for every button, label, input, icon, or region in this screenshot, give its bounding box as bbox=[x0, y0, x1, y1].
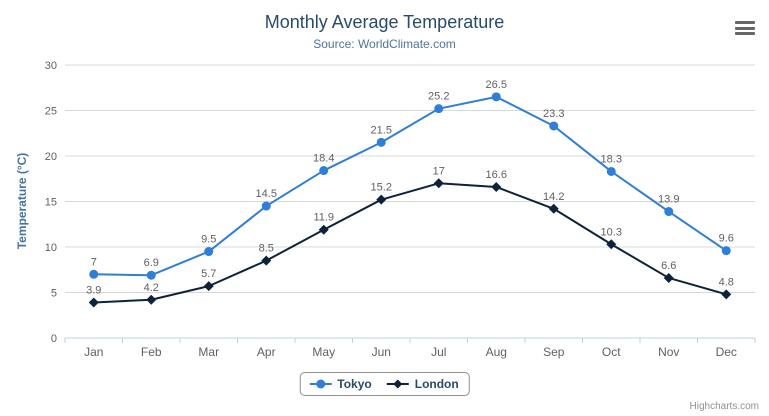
xaxis-tick-label: Feb bbox=[141, 345, 162, 359]
yaxis-tick-label: 0 bbox=[51, 333, 57, 345]
london-line bbox=[92, 182, 728, 304]
hamburger-menu-icon[interactable] bbox=[735, 21, 755, 35]
tokyo-marker[interactable] bbox=[204, 247, 214, 257]
tokyo-marker[interactable] bbox=[549, 121, 559, 131]
xaxis-tick-label: May bbox=[312, 345, 335, 359]
london-marker[interactable] bbox=[146, 294, 157, 305]
data-label: 10.3 bbox=[601, 226, 622, 238]
tokyo-marker[interactable] bbox=[89, 269, 99, 279]
yaxis-tick-label: 20 bbox=[45, 151, 57, 163]
legend: Tokyo London bbox=[299, 372, 470, 396]
tokyo-line bbox=[92, 95, 728, 277]
data-label: 6.6 bbox=[661, 260, 676, 272]
xaxis-tick-label: Jan bbox=[84, 345, 103, 359]
tokyo-marker[interactable] bbox=[319, 166, 329, 176]
london-marker[interactable] bbox=[433, 178, 444, 189]
data-label: 15.2 bbox=[371, 182, 392, 194]
data-label: 6.9 bbox=[144, 257, 159, 269]
data-label: 11.9 bbox=[313, 212, 334, 224]
tokyo-marker[interactable] bbox=[434, 104, 444, 114]
tokyo-legend-marker-icon bbox=[309, 379, 332, 389]
tokyo-marker[interactable] bbox=[261, 201, 271, 211]
credits-link[interactable]: Highcharts.com bbox=[689, 401, 759, 412]
data-label: 18.3 bbox=[601, 153, 622, 165]
london-marker[interactable] bbox=[376, 194, 387, 205]
data-label: 21.5 bbox=[371, 124, 392, 136]
yaxis-tick-label: 10 bbox=[45, 242, 57, 254]
london-marker[interactable] bbox=[663, 272, 674, 283]
xaxis-tick-label: Aug bbox=[486, 345, 507, 359]
tokyo-marker[interactable] bbox=[491, 92, 501, 102]
xaxis-tick-label: Oct bbox=[602, 345, 621, 359]
london-marker[interactable] bbox=[606, 239, 617, 250]
london-marker[interactable] bbox=[261, 255, 272, 266]
data-label: 3.9 bbox=[86, 285, 101, 297]
tokyo-marker[interactable] bbox=[376, 137, 386, 147]
data-label: 4.2 bbox=[144, 282, 159, 294]
chart-subtitle: Source: WorldClimate.com bbox=[313, 37, 456, 51]
legend-marker-shape bbox=[393, 379, 403, 389]
data-label: 4.8 bbox=[719, 276, 734, 288]
tokyo-marker[interactable] bbox=[606, 166, 616, 176]
legend-item-london[interactable]: London bbox=[386, 377, 459, 391]
london-marker[interactable] bbox=[721, 289, 732, 300]
data-label: 18.4 bbox=[313, 153, 334, 165]
london-marker[interactable] bbox=[491, 181, 502, 192]
data-label: 14.2 bbox=[543, 191, 564, 203]
yaxis-tick-label: 30 bbox=[45, 60, 57, 72]
data-label: 25.2 bbox=[428, 91, 449, 103]
data-label: 5.7 bbox=[201, 268, 216, 280]
xaxis-tick-label: Jun bbox=[372, 345, 391, 359]
london-marker[interactable] bbox=[548, 203, 559, 214]
yaxis-tick-label: 25 bbox=[45, 106, 57, 118]
yaxis-tick-label: 5 bbox=[51, 288, 57, 300]
chart-title: Monthly Average Temperature bbox=[264, 12, 505, 32]
data-label: 16.6 bbox=[486, 169, 507, 181]
xaxis-tick-label: Mar bbox=[198, 345, 219, 359]
london-marker[interactable] bbox=[203, 281, 214, 292]
data-label: 26.5 bbox=[486, 79, 507, 91]
tokyo-marker[interactable] bbox=[721, 246, 731, 256]
xaxis-tick-label: Dec bbox=[716, 345, 737, 359]
legend-item-tokyo[interactable]: Tokyo bbox=[308, 377, 372, 391]
xaxis-tick-label: Nov bbox=[658, 345, 679, 359]
data-label: 23.3 bbox=[543, 108, 564, 120]
data-label: 17 bbox=[433, 165, 445, 177]
xaxis-tick-label: Sep bbox=[543, 345, 565, 359]
london-marker[interactable] bbox=[318, 224, 329, 235]
xaxis-tick-label: Jul bbox=[431, 345, 446, 359]
legend-marker-shape bbox=[315, 379, 325, 389]
data-label: 14.5 bbox=[256, 188, 277, 200]
data-label: 7 bbox=[91, 256, 97, 268]
legend-label-tokyo: Tokyo bbox=[337, 377, 372, 391]
tokyo-marker[interactable] bbox=[664, 207, 674, 217]
data-label: 9.6 bbox=[719, 233, 734, 245]
xaxis-tick-label: Apr bbox=[257, 345, 276, 359]
data-label: 9.5 bbox=[201, 234, 216, 246]
data-label: 13.9 bbox=[658, 194, 679, 206]
london-legend-marker-icon bbox=[386, 379, 409, 389]
data-label: 8.5 bbox=[259, 243, 274, 255]
tokyo-marker[interactable] bbox=[146, 270, 156, 280]
london-marker[interactable] bbox=[88, 297, 99, 308]
legend-label-london: London bbox=[414, 377, 459, 391]
yaxis-tick-label: 15 bbox=[45, 197, 57, 209]
